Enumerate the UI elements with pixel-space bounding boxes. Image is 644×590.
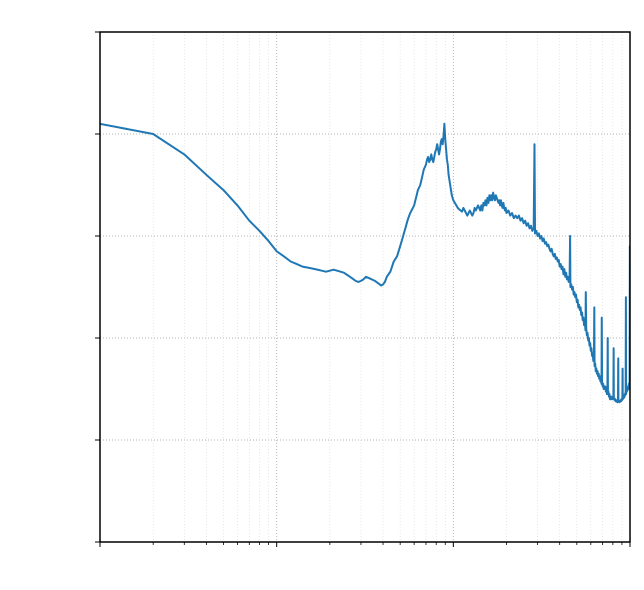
line-chart (0, 0, 644, 590)
chart-canvas (0, 0, 644, 590)
